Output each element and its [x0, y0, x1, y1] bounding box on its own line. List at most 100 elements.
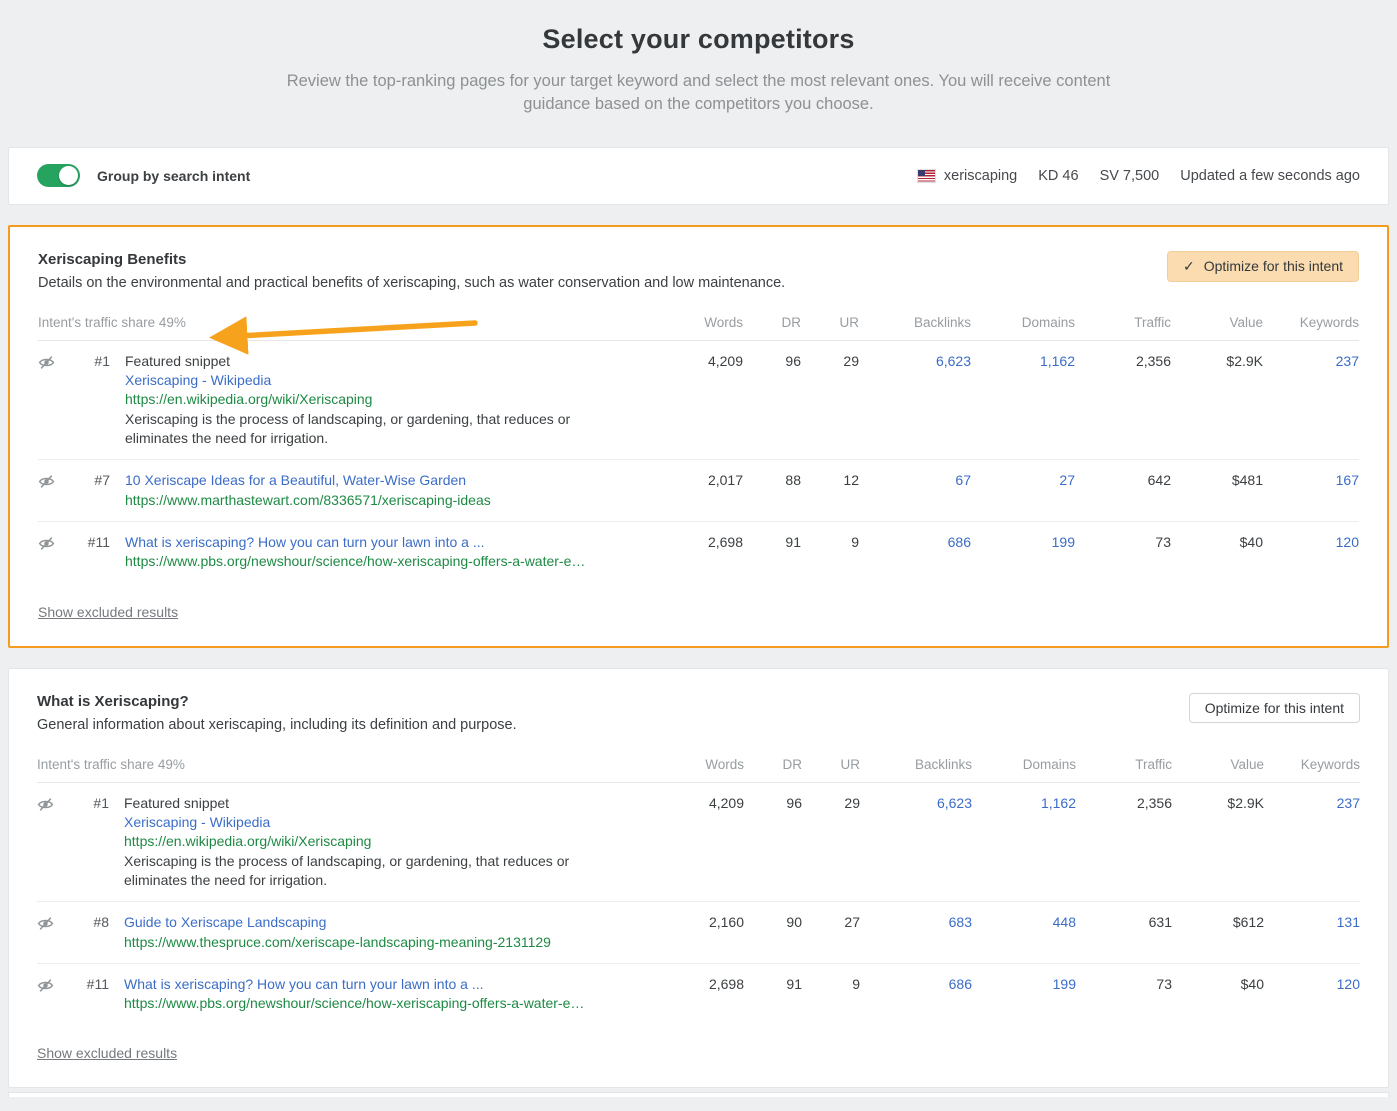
traffic-cell: 73: [1156, 975, 1172, 992]
table-row: #7 10 Xeriscape Ideas for a Beautiful, W…: [38, 460, 1359, 523]
words-cell: 2,698: [707, 534, 743, 551]
result-url-link[interactable]: https://www.pbs.org/newshour/science/how…: [124, 995, 585, 1012]
backlinks-cell[interactable]: 67: [955, 472, 971, 489]
toolbar: Group by search intent xeriscaping KD 46…: [8, 146, 1389, 205]
intent-section-xeriscaping-benefits: Xeriscaping Benefits Details on the envi…: [8, 224, 1389, 648]
backlinks-cell[interactable]: 683: [948, 914, 972, 931]
column-header-value: Value: [1230, 756, 1264, 772]
traffic-cell: 631: [1148, 914, 1172, 931]
keywords-cell[interactable]: 131: [1336, 914, 1360, 931]
toggle-knob: [59, 166, 78, 186]
backlinks-cell[interactable]: 686: [948, 975, 972, 992]
domains-cell[interactable]: 199: [1052, 975, 1076, 992]
domains-cell[interactable]: 1,162: [1040, 794, 1076, 811]
dr-cell: 90: [786, 914, 802, 931]
toggle-label: Group by search intent: [97, 167, 251, 184]
group-by-intent-toggle[interactable]: [37, 164, 80, 188]
rank-label: #7: [94, 472, 110, 489]
result-title-link[interactable]: Xeriscaping - Wikipedia: [124, 813, 271, 830]
column-header-domains: Domains: [1022, 756, 1076, 772]
next-card-edge: [8, 1092, 1389, 1098]
column-header-ur: UR: [839, 314, 860, 330]
check-icon: ✓: [1182, 257, 1195, 274]
optimize-for-intent-button[interactable]: ✓ Optimize for this intent: [1166, 250, 1359, 282]
words-cell: 4,209: [708, 794, 744, 811]
result-title-link[interactable]: What is xeriscaping? How you can turn yo…: [124, 975, 484, 992]
section-title: What is Xeriscaping?: [37, 692, 189, 710]
intent-section-what-is-xeriscaping: What is Xeriscaping? General information…: [8, 667, 1389, 1089]
ur-cell: 9: [851, 534, 859, 551]
value-cell: $612: [1232, 914, 1264, 931]
results-table: Intent's traffic share 49% Words DR UR B…: [37, 757, 1360, 1025]
result-title-link[interactable]: What is xeriscaping? How you can turn yo…: [125, 534, 485, 551]
domains-cell[interactable]: 27: [1059, 472, 1075, 489]
value-cell: $40: [1239, 534, 1263, 551]
column-header-keywords: Keywords: [1299, 314, 1359, 330]
rank-label: #1: [94, 352, 110, 369]
exclude-eye-off-icon[interactable]: [37, 915, 57, 937]
result-title-link[interactable]: 10 Xeriscape Ideas for a Beautiful, Wate…: [125, 472, 467, 489]
words-cell: 2,698: [708, 975, 744, 992]
table-header-row: Intent's traffic share 49% Words DR UR B…: [38, 315, 1359, 341]
dr-cell: 96: [786, 794, 802, 811]
column-header-ur: UR: [840, 756, 861, 772]
ur-cell: 29: [843, 352, 859, 369]
table-row: #11 What is xeriscaping? How you can tur…: [37, 964, 1360, 1025]
rank-label: #11: [86, 975, 109, 992]
featured-snippet-label: Featured snippet: [124, 794, 230, 811]
value-cell: $2.9K: [1227, 794, 1264, 811]
section-description: General information about xeriscaping, i…: [37, 716, 517, 733]
keywords-cell[interactable]: 237: [1336, 794, 1360, 811]
table-row: #8 Guide to Xeriscape Landscaping https:…: [37, 902, 1360, 964]
keywords-cell[interactable]: 237: [1335, 352, 1359, 369]
words-cell: 2,160: [708, 914, 744, 931]
keywords-cell[interactable]: 167: [1335, 472, 1359, 489]
column-header-backlinks: Backlinks: [913, 314, 971, 330]
domains-cell[interactable]: 1,162: [1039, 352, 1075, 369]
result-url-link[interactable]: https://www.thespruce.com/xeriscape-land…: [124, 933, 551, 950]
column-header-keywords: Keywords: [1300, 756, 1360, 772]
value-cell: $2.9K: [1226, 352, 1263, 369]
exclude-eye-off-icon[interactable]: [38, 473, 58, 495]
result-url-link[interactable]: https://en.wikipedia.org/wiki/Xeriscapin…: [125, 391, 373, 408]
exclude-eye-off-icon[interactable]: [38, 354, 58, 376]
optimize-for-intent-button[interactable]: Optimize for this intent: [1188, 692, 1360, 723]
exclude-eye-off-icon[interactable]: [37, 796, 57, 818]
words-cell: 4,209: [707, 352, 743, 369]
dr-cell: 88: [785, 472, 801, 489]
traffic-cell: 2,356: [1135, 352, 1171, 369]
backlinks-cell[interactable]: 6,623: [936, 794, 972, 811]
keywords-cell[interactable]: 120: [1336, 975, 1360, 992]
show-excluded-results-link[interactable]: Show excluded results: [38, 603, 179, 620]
result-title-link[interactable]: Guide to Xeriscape Landscaping: [124, 914, 327, 931]
table-row: #11 What is xeriscaping? How you can tur…: [38, 522, 1359, 583]
section-title: Xeriscaping Benefits: [38, 250, 187, 268]
backlinks-cell[interactable]: 6,623: [935, 352, 971, 369]
show-excluded-results-link[interactable]: Show excluded results: [37, 1045, 178, 1062]
page-title: Select your competitors: [542, 24, 855, 54]
keywords-cell[interactable]: 120: [1335, 534, 1359, 551]
traffic-share-label: Intent's traffic share 49%: [38, 314, 186, 330]
column-header-domains: Domains: [1021, 314, 1075, 330]
ur-cell: 12: [843, 472, 859, 489]
exclude-eye-off-icon[interactable]: [38, 535, 58, 557]
section-description: Details on the environmental and practic…: [38, 274, 786, 291]
ur-cell: 29: [844, 794, 860, 811]
traffic-cell: 642: [1147, 472, 1171, 489]
page-subtitle: Review the top-ranking pages for your ta…: [286, 72, 1111, 114]
result-url-link[interactable]: https://www.pbs.org/newshour/science/how…: [125, 553, 586, 570]
search-volume: SV 7,500: [1099, 167, 1160, 184]
result-title-link[interactable]: Xeriscaping - Wikipedia: [125, 372, 272, 389]
domains-cell[interactable]: 199: [1051, 534, 1075, 551]
result-url-link[interactable]: https://en.wikipedia.org/wiki/Xeriscapin…: [124, 833, 372, 850]
target-keyword: xeriscaping: [943, 167, 1018, 184]
result-description: Xeriscaping is the process of landscapin…: [124, 852, 570, 888]
table-row: #1 Featured snippet Xeriscaping - Wikipe…: [38, 341, 1359, 461]
backlinks-cell[interactable]: 686: [947, 534, 971, 551]
result-url-link[interactable]: https://www.marthastewart.com/8336571/xe…: [125, 491, 491, 508]
exclude-eye-off-icon[interactable]: [37, 977, 57, 999]
ur-cell: 27: [844, 914, 860, 931]
optimize-button-label: Optimize for this intent: [1203, 258, 1343, 275]
domains-cell[interactable]: 448: [1052, 914, 1076, 931]
dr-cell: 96: [785, 352, 801, 369]
